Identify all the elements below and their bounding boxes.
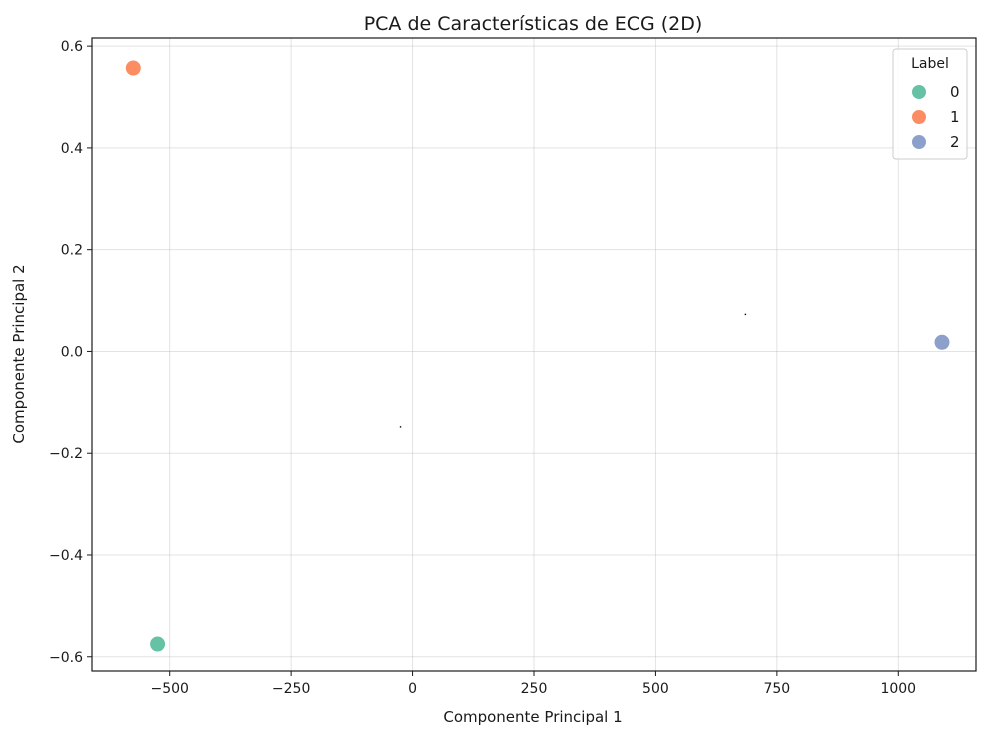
legend-marker-1 xyxy=(911,109,927,125)
legend-entry-label: 1 xyxy=(950,108,960,126)
y-axis-label: Componente Principal 2 xyxy=(10,264,28,443)
x-axis-label: Componente Principal 1 xyxy=(443,708,622,726)
y-tick-label: −0.4 xyxy=(49,548,83,564)
legend: Label 0 1 2 xyxy=(892,48,968,160)
scatter-point-label-2 xyxy=(933,333,951,351)
y-tick-label: −0.2 xyxy=(49,446,83,462)
grid xyxy=(92,38,976,671)
y-tick-label: 0.0 xyxy=(61,344,83,360)
legend-entry-label: 0 xyxy=(950,83,960,101)
legend-entry-label: 2 xyxy=(950,133,960,151)
y-tick-label: −0.6 xyxy=(49,650,83,666)
x-tick-label: 750 xyxy=(763,681,790,697)
y-tick-label: 0.6 xyxy=(61,39,83,55)
legend-marker-0 xyxy=(911,84,927,100)
tiny-point xyxy=(399,426,402,428)
x-axis-ticks: −500 −250 0 250 500 750 1000 xyxy=(150,671,916,697)
data-points xyxy=(124,59,951,653)
x-tick-label: 500 xyxy=(642,681,669,697)
legend-box xyxy=(892,48,968,160)
x-tick-label: −500 xyxy=(150,681,188,697)
x-tick-label: 0 xyxy=(408,681,417,697)
legend-title: Label xyxy=(911,56,949,72)
y-axis-ticks: −0.6 −0.4 −0.2 0.0 0.2 0.4 0.6 xyxy=(49,39,92,666)
x-tick-label: 250 xyxy=(521,681,548,697)
x-tick-label: −250 xyxy=(272,681,310,697)
scatter-point-label-1 xyxy=(124,59,142,77)
x-tick-label: 1000 xyxy=(880,681,916,697)
tiny-point xyxy=(744,313,747,316)
scatter-point-label-0 xyxy=(149,635,167,653)
y-tick-label: 0.2 xyxy=(61,243,83,259)
y-tick-label: 0.4 xyxy=(61,141,83,157)
legend-marker-2 xyxy=(911,134,927,150)
chart-title: PCA de Características de ECG (2D) xyxy=(364,13,703,35)
